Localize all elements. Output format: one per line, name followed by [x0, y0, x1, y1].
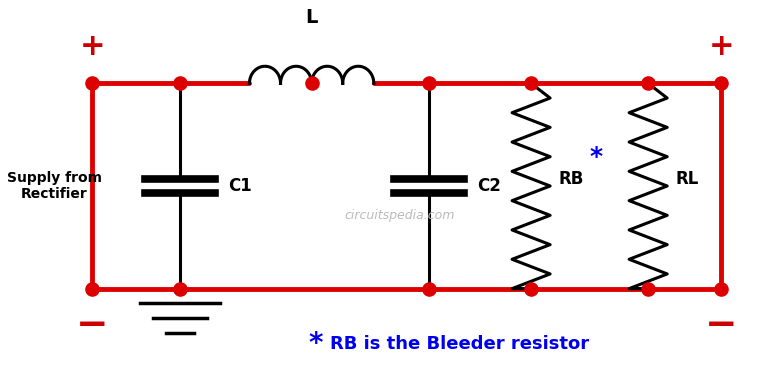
Text: C2: C2	[477, 177, 501, 195]
Text: *: *	[590, 145, 603, 169]
Point	[174, 80, 186, 86]
Text: +: +	[79, 32, 105, 61]
Point	[525, 286, 538, 292]
Point	[422, 80, 435, 86]
Point	[642, 286, 654, 292]
Text: Supply from
Rectifier: Supply from Rectifier	[7, 171, 101, 201]
Point	[422, 286, 435, 292]
Text: L: L	[306, 8, 318, 27]
Point	[525, 80, 538, 86]
Text: −: −	[705, 306, 737, 344]
Point	[715, 286, 727, 292]
Text: *: *	[308, 330, 323, 357]
Point	[86, 286, 98, 292]
Text: +: +	[709, 32, 734, 61]
Point	[715, 80, 727, 86]
Text: −: −	[76, 306, 108, 344]
Point	[306, 80, 318, 86]
Text: RL: RL	[676, 170, 700, 187]
Point	[642, 80, 654, 86]
Text: C1: C1	[228, 177, 252, 195]
Text: circuitspedia.com: circuitspedia.com	[344, 209, 455, 222]
Text: RB is the Bleeder resistor: RB is the Bleeder resistor	[330, 334, 589, 353]
Text: RB: RB	[559, 170, 584, 187]
Point	[86, 80, 98, 86]
Point	[174, 286, 186, 292]
